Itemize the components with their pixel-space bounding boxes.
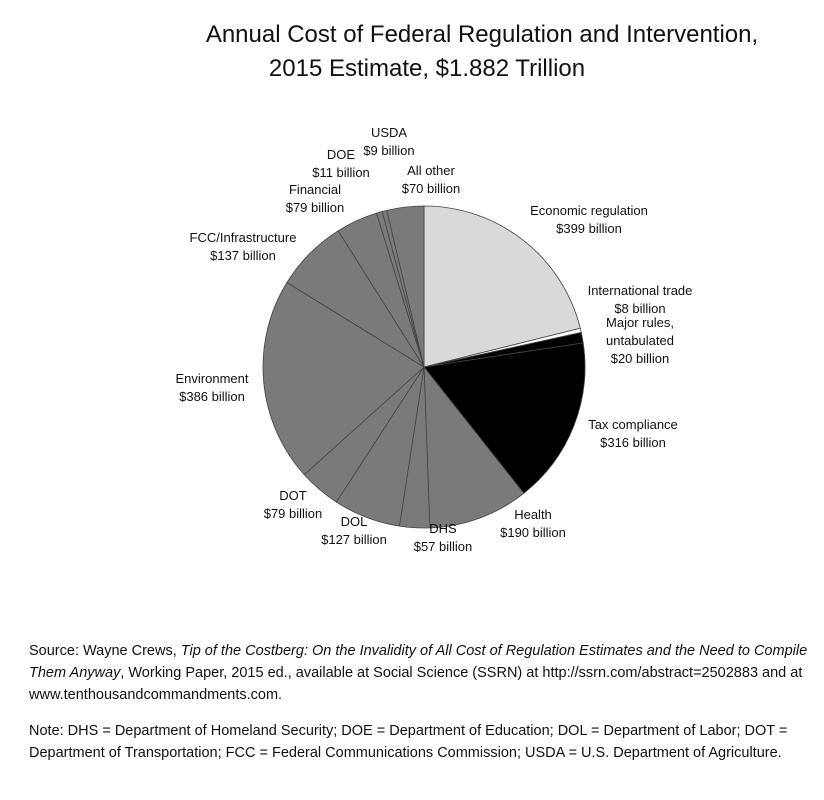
footnotes: Source: Wayne Crews, Tip of the Costberg… bbox=[29, 640, 819, 778]
slice-label-dhs: DHS $57 billion bbox=[414, 521, 473, 554]
pie-labels: Economic regulation $399 billion Internati… bbox=[176, 125, 693, 554]
pie-slice-all-other bbox=[386, 205, 425, 368]
pie-slice-economic-regulation bbox=[423, 205, 581, 368]
slice-label-tax-compliance: Tax compliance $316 billion bbox=[588, 417, 678, 450]
slice-label-all-other: All other $70 billion bbox=[402, 163, 461, 196]
chart-title-line-1: Annual Cost of Federal Regulation and In… bbox=[205, 21, 759, 48]
slice-label-fcc-infrastructure: FCC/Infrastructure $137 billion bbox=[190, 230, 297, 263]
source-prefix: Source: Wayne Crews, bbox=[29, 643, 181, 659]
pie-slice-environment bbox=[262, 281, 425, 476]
chart-title: Annual Cost of Federal Regulation and In… bbox=[0, 18, 824, 86]
slice-label-dot: DOT $79 billion bbox=[264, 488, 323, 521]
slice-label-environment: Environment $386 billion bbox=[176, 371, 249, 404]
source-suffix: , Working Paper, 2015 ed., available at … bbox=[29, 665, 803, 703]
slice-label-economic-regulation: Economic regulation $399 billion bbox=[530, 203, 648, 236]
pie-slices bbox=[262, 205, 586, 529]
source-title: Tip of the Costberg: On the Invalidity o… bbox=[29, 643, 808, 681]
chart-title-line-2: 2015 Estimate, $1.882 Trillion bbox=[268, 55, 586, 82]
pie-slice-tax-compliance bbox=[423, 342, 586, 494]
pie-slice-health bbox=[423, 365, 525, 529]
abbreviation-note: Note: DHS = Department of Homeland Secur… bbox=[29, 723, 788, 761]
pie-chart: Economic regulation $399 billion Internati… bbox=[176, 125, 693, 554]
slice-label-international-trade: International trade $8 billion bbox=[588, 283, 693, 316]
slice-label-major-rules-untabulated: Major rules, untabulated $20 billion bbox=[606, 315, 674, 366]
source-note: Source: Wayne Crews, Tip of the Costberg… bbox=[29, 640, 819, 706]
slice-label-doe: DOE $11 billion bbox=[312, 147, 370, 180]
slice-label-financial: Financial $79 billion bbox=[286, 182, 345, 215]
slice-label-usda: USDA $9 billion bbox=[363, 125, 414, 158]
slice-label-health: Health $190 billion bbox=[500, 507, 566, 540]
slice-label-dol: DOL $127 billion bbox=[321, 514, 387, 547]
